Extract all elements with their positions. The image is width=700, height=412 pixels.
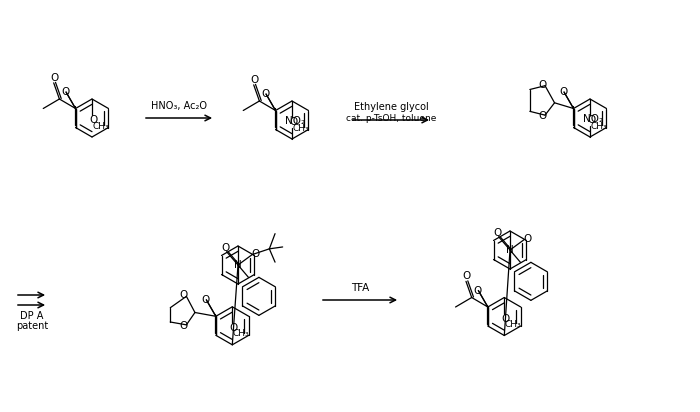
Text: O: O xyxy=(538,111,546,121)
Text: cat. p-TsOH, toluene: cat. p-TsOH, toluene xyxy=(346,113,436,122)
Text: O: O xyxy=(501,314,510,324)
Text: TFA: TFA xyxy=(351,283,369,293)
Text: CH₃: CH₃ xyxy=(293,124,309,133)
Text: O: O xyxy=(463,272,471,281)
Text: Ethylene glycol: Ethylene glycol xyxy=(354,102,428,112)
Text: N: N xyxy=(234,260,242,270)
Text: CH₃: CH₃ xyxy=(591,122,608,131)
Text: O: O xyxy=(473,286,482,295)
Text: O: O xyxy=(221,243,230,253)
Text: O: O xyxy=(251,75,259,85)
Text: O: O xyxy=(179,321,188,331)
Text: N: N xyxy=(506,245,514,255)
Text: O: O xyxy=(494,228,502,238)
Text: O: O xyxy=(201,295,209,305)
Text: NO₂: NO₂ xyxy=(583,114,603,124)
Text: CH₃: CH₃ xyxy=(92,122,109,131)
Text: DP A: DP A xyxy=(20,311,43,321)
Text: O: O xyxy=(523,234,531,243)
Text: O: O xyxy=(559,87,567,97)
Text: O: O xyxy=(229,323,237,333)
Text: patent: patent xyxy=(16,321,48,331)
Text: CH₃: CH₃ xyxy=(505,320,522,329)
Text: O: O xyxy=(179,290,188,300)
Text: O: O xyxy=(89,115,97,125)
Text: O: O xyxy=(289,117,297,127)
Text: CH₃: CH₃ xyxy=(233,330,250,338)
Text: O: O xyxy=(50,73,59,83)
Text: O: O xyxy=(61,87,69,97)
Text: O: O xyxy=(538,80,546,90)
Text: HNO₃, Ac₂O: HNO₃, Ac₂O xyxy=(151,101,207,111)
Text: O: O xyxy=(251,248,260,259)
Text: O: O xyxy=(261,89,270,99)
Text: O: O xyxy=(587,115,595,125)
Text: NO₂: NO₂ xyxy=(285,116,305,126)
